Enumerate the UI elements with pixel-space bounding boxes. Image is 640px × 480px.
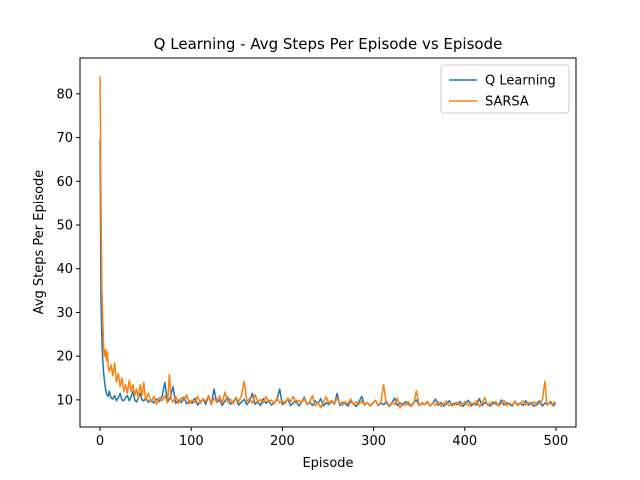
y-tick-label: 60 — [56, 175, 73, 190]
y-tick-label: 40 — [56, 262, 73, 277]
x-tick-label: 0 — [96, 434, 104, 449]
y-tick-label: 10 — [56, 393, 73, 408]
x-tick-label: 400 — [452, 434, 477, 449]
x-tick-label: 200 — [270, 434, 295, 449]
legend-label: Q Learning — [485, 74, 556, 89]
plot-area: 0 100 200 300 400 500 10 20 30 40 50 60 70 80 — [56, 57, 577, 449]
x-axis-label: Episode — [302, 456, 353, 471]
x-tick-label: 500 — [544, 434, 569, 449]
axes-frame — [79, 57, 577, 428]
chart-title: Q Learning - Avg Steps Per Episode vs Ep… — [154, 35, 503, 53]
legend-label: SARSA — [485, 95, 529, 110]
x-tick-label: 300 — [361, 434, 386, 449]
series-line-sarsa — [99, 76, 557, 409]
x-tick-label: 100 — [179, 434, 204, 449]
legend: Q Learning SARSA — [440, 64, 570, 114]
y-tick-label: 80 — [56, 87, 73, 102]
y-tick-label: 50 — [56, 219, 73, 234]
y-tick-label: 20 — [56, 350, 73, 365]
y-tick-label: 70 — [56, 131, 73, 146]
y-tick-label: 30 — [56, 306, 73, 321]
y-axis-label: Avg Steps Per Episode — [32, 170, 47, 315]
